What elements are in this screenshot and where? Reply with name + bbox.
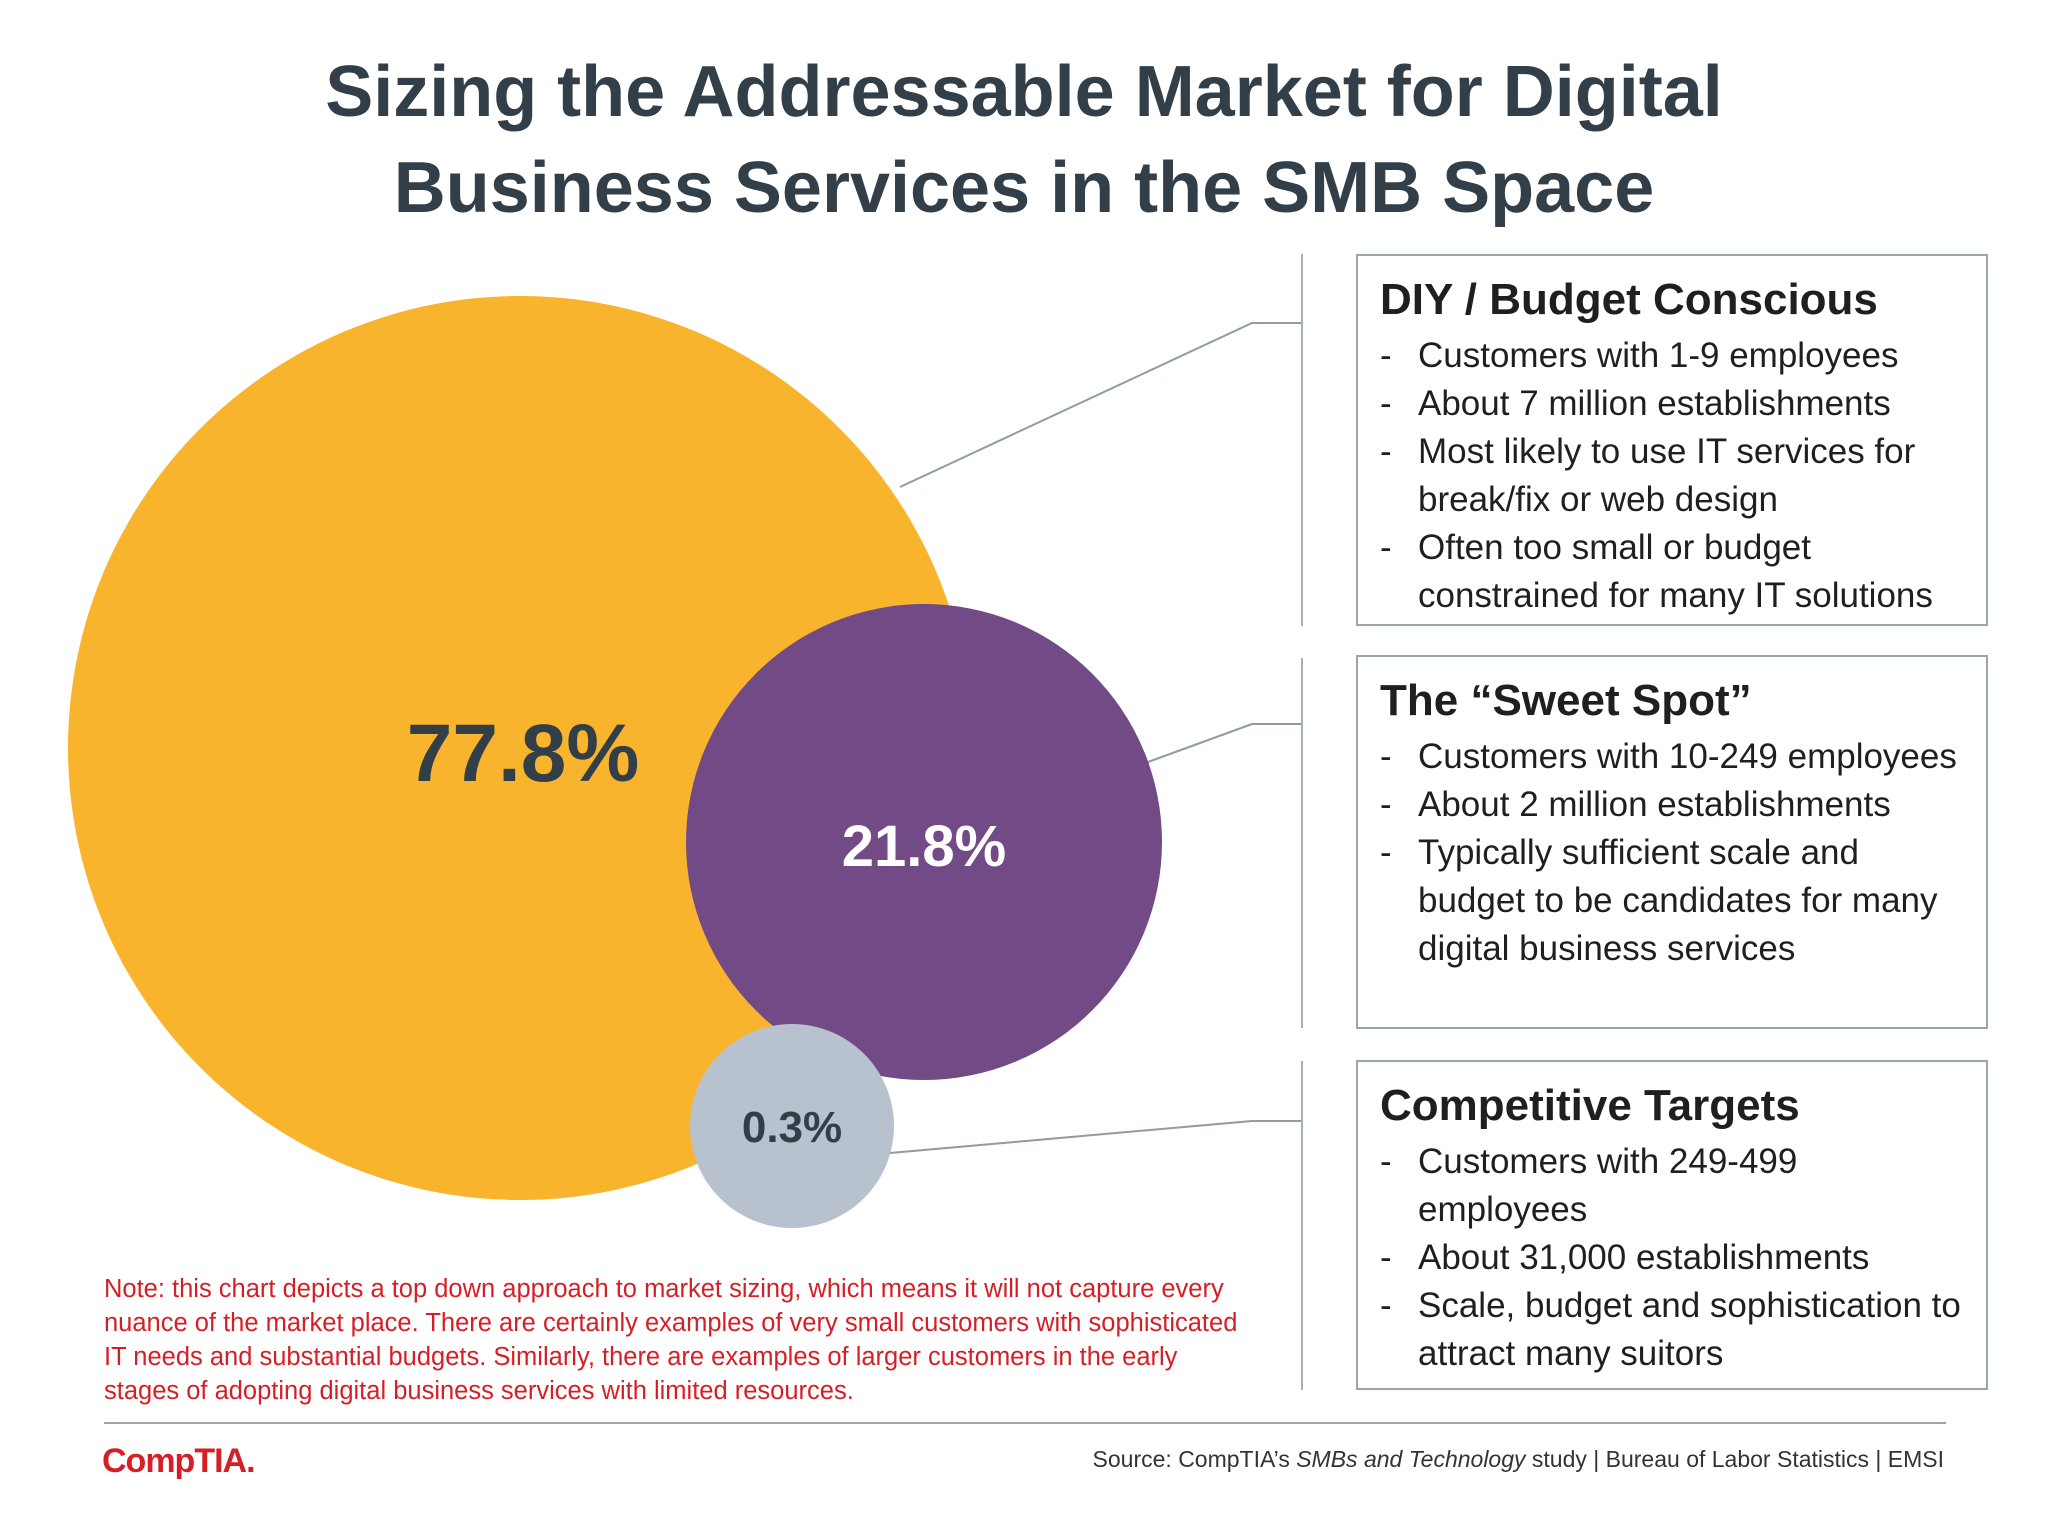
source-prefix: Source: CompTIA’s bbox=[1092, 1446, 1297, 1472]
segment-box-diy: DIY / Budget Conscious Customers with 1-… bbox=[1356, 254, 1988, 626]
bullet: Scale, budget and sophistication to attr… bbox=[1380, 1282, 1962, 1378]
logo-text: CompTIA bbox=[102, 1442, 247, 1480]
bullet: About 2 million establishments bbox=[1380, 781, 1962, 829]
bubble-competitive bbox=[690, 1024, 894, 1228]
bullet: Customers with 10-249 employees bbox=[1380, 733, 1962, 781]
title-line-2: Business Services in the SMB Space bbox=[393, 148, 1655, 228]
bubble-label-sweet-spot: 21.8% bbox=[842, 814, 1006, 879]
connector-sweet-spot bbox=[1147, 723, 1302, 763]
segment-bullets: Customers with 1-9 employees About 7 mil… bbox=[1380, 332, 1962, 620]
bullet: Often too small or budget constrained fo… bbox=[1380, 524, 1962, 620]
segment-bullets: Customers with 10-249 employees About 2 … bbox=[1380, 733, 1962, 973]
segment-heading: The “Sweet Spot” bbox=[1380, 676, 1752, 725]
segment-box-sweet-spot: The “Sweet Spot” Customers with 10-249 e… bbox=[1356, 655, 1988, 1029]
connector-diy bbox=[899, 322, 1302, 488]
bullet: Customers with 1-9 employees bbox=[1380, 332, 1962, 380]
bullet: Customers with 249-499 employees bbox=[1380, 1138, 1962, 1234]
bullet: About 31,000 establishments bbox=[1380, 1234, 1962, 1282]
title-line-1: Sizing the Addressable Market for Digita… bbox=[325, 52, 1723, 132]
footer-divider bbox=[104, 1422, 1946, 1424]
methodology-note: Note: this chart depicts a top down appr… bbox=[104, 1275, 1238, 1405]
segment-heading: DIY / Budget Conscious bbox=[1380, 275, 1878, 324]
comptia-logo: CompTIA. bbox=[102, 1442, 256, 1481]
segment-box-competitive: Competitive Targets Customers with 249-4… bbox=[1356, 1060, 1988, 1390]
source-citation: Source: CompTIA’s SMBs and Technology st… bbox=[1093, 1446, 1944, 1473]
bullet: About 7 million establishments bbox=[1380, 380, 1962, 428]
bubble-label-competitive: 0.3% bbox=[742, 1103, 842, 1152]
source-study: SMBs and Technology bbox=[1296, 1446, 1526, 1472]
bubble-label-diy: 77.8% bbox=[407, 708, 640, 799]
bubble-sweet-spot bbox=[686, 604, 1162, 1080]
bullet: Typically sufficient scale and budget to… bbox=[1380, 829, 1962, 973]
segment-bullets: Customers with 249-499 employees About 3… bbox=[1380, 1138, 1962, 1378]
chart-title: Sizing the Addressable Market for Digita… bbox=[0, 44, 2048, 236]
source-suffix: study | Bureau of Labor Statistics | EMS… bbox=[1525, 1446, 1944, 1472]
bullet: Most likely to use IT services for break… bbox=[1380, 428, 1962, 524]
logo-mark: . bbox=[246, 1442, 256, 1480]
segment-heading: Competitive Targets bbox=[1380, 1081, 1800, 1130]
connector-competitive bbox=[889, 1120, 1302, 1154]
